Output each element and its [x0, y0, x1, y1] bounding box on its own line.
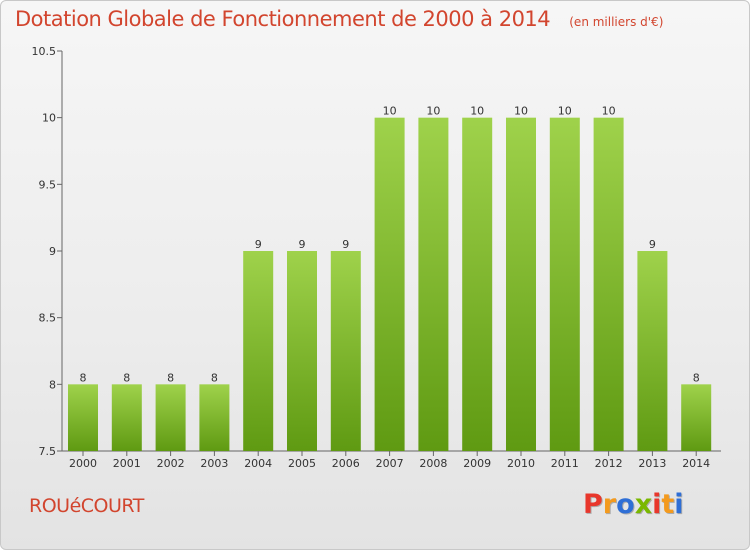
x-tick-label: 2000 — [69, 457, 97, 470]
bar — [418, 117, 449, 452]
logo-letter: r — [602, 489, 617, 520]
value-label: 9 — [342, 238, 349, 251]
logo-letter: i — [652, 489, 662, 520]
labels-group: 8 2000 8 2001 8 2002 8 2003 9 2004 9 2005 9 2006 10 200… — [69, 105, 710, 470]
bar — [374, 117, 405, 452]
x-tick-label: 2014 — [682, 457, 710, 470]
title-line: Dotation Globale de Fonctionnement de 20… — [15, 7, 663, 31]
y-tick-label: 8.5 — [39, 312, 57, 325]
bar — [637, 251, 668, 451]
chart-title: Dotation Globale de Fonctionnement de 20… — [15, 7, 551, 31]
y-tick-label: 8 — [49, 378, 56, 391]
value-label: 10 — [383, 105, 397, 118]
value-label: 10 — [426, 105, 440, 118]
x-tick-label: 2008 — [419, 457, 447, 470]
x-tick-label: 2013 — [638, 457, 666, 470]
logo-letter: t — [661, 489, 675, 520]
x-tick-label: 2010 — [507, 457, 535, 470]
bar — [506, 117, 536, 452]
value-label: 10 — [602, 105, 616, 118]
bar — [68, 384, 98, 451]
value-label: 10 — [470, 105, 484, 118]
x-tick-label: 2006 — [332, 457, 360, 470]
value-label: 9 — [649, 238, 656, 251]
bar — [330, 251, 361, 451]
y-tick-label: 9 — [49, 245, 56, 258]
logo-letter: P — [583, 489, 603, 520]
proxiti-logo[interactable]: Proxiti — [583, 489, 684, 520]
logo-letter: o — [616, 489, 635, 520]
bar — [199, 384, 230, 451]
bar — [681, 384, 712, 451]
x-tick-label: 2009 — [463, 457, 491, 470]
x-tick-label: 2005 — [288, 457, 316, 470]
bar — [155, 384, 186, 451]
bar — [462, 117, 493, 452]
bar — [243, 251, 274, 451]
commune-name: ROUéCOURT — [29, 495, 144, 517]
x-tick-label: 2004 — [244, 457, 272, 470]
bar — [287, 251, 317, 451]
value-label: 8 — [167, 371, 174, 384]
bar — [549, 117, 580, 452]
y-tick-label: 9.5 — [39, 178, 57, 191]
value-label: 8 — [80, 371, 87, 384]
value-label: 8 — [211, 371, 218, 384]
x-tick-label: 2007 — [376, 457, 404, 470]
x-tick-label: 2012 — [595, 457, 623, 470]
y-tick-label: 10.5 — [32, 45, 57, 58]
x-tick-label: 2001 — [113, 457, 141, 470]
bar — [111, 384, 142, 451]
x-tick-label: 2011 — [551, 457, 579, 470]
value-label: 10 — [558, 105, 572, 118]
value-label: 8 — [693, 371, 700, 384]
bars-group — [68, 117, 712, 452]
y-tick-label: 7.5 — [39, 445, 57, 458]
bar — [593, 117, 624, 452]
value-label: 8 — [123, 371, 130, 384]
chart-subtitle: (en milliers d'€) — [569, 15, 664, 29]
y-tick-label: 10 — [42, 112, 56, 125]
x-tick-label: 2003 — [200, 457, 228, 470]
x-tick-label: 2002 — [157, 457, 185, 470]
value-label: 10 — [514, 105, 528, 118]
value-label: 9 — [255, 238, 262, 251]
value-label: 9 — [299, 238, 306, 251]
logo-letter: x — [634, 489, 653, 520]
logo-letter: i — [674, 489, 684, 520]
